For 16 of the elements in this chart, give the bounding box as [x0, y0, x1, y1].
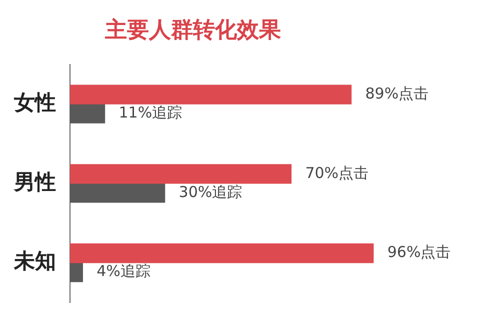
y-tick-label: 男性 [13, 170, 56, 194]
bar [70, 262, 83, 282]
data-label: 11%追踪 [118, 103, 182, 122]
bar [70, 164, 292, 184]
y-tick-label: 女性 [13, 90, 56, 115]
chart-title: 主要人群转化效果 [104, 16, 282, 43]
bar [70, 84, 352, 104]
data-label: 4%追踪 [96, 262, 150, 280]
bar [70, 243, 374, 264]
data-label: 96%点击 [387, 243, 451, 262]
y-tick-label: 未知 [13, 249, 56, 274]
bar [70, 183, 166, 203]
data-label: 70%点击 [305, 164, 369, 182]
data-label: 89%点击 [365, 84, 429, 102]
bar [70, 104, 106, 124]
data-label: 30%追踪 [178, 182, 242, 201]
